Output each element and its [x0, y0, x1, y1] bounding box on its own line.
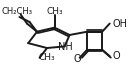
Text: OH: OH	[112, 19, 127, 29]
Text: CH₃: CH₃	[46, 7, 63, 16]
Text: CH₂CH₃: CH₂CH₃	[1, 7, 32, 16]
Text: O: O	[112, 51, 120, 61]
Text: O: O	[73, 54, 81, 64]
Text: CH₃: CH₃	[39, 53, 55, 62]
Text: NH: NH	[59, 42, 73, 52]
